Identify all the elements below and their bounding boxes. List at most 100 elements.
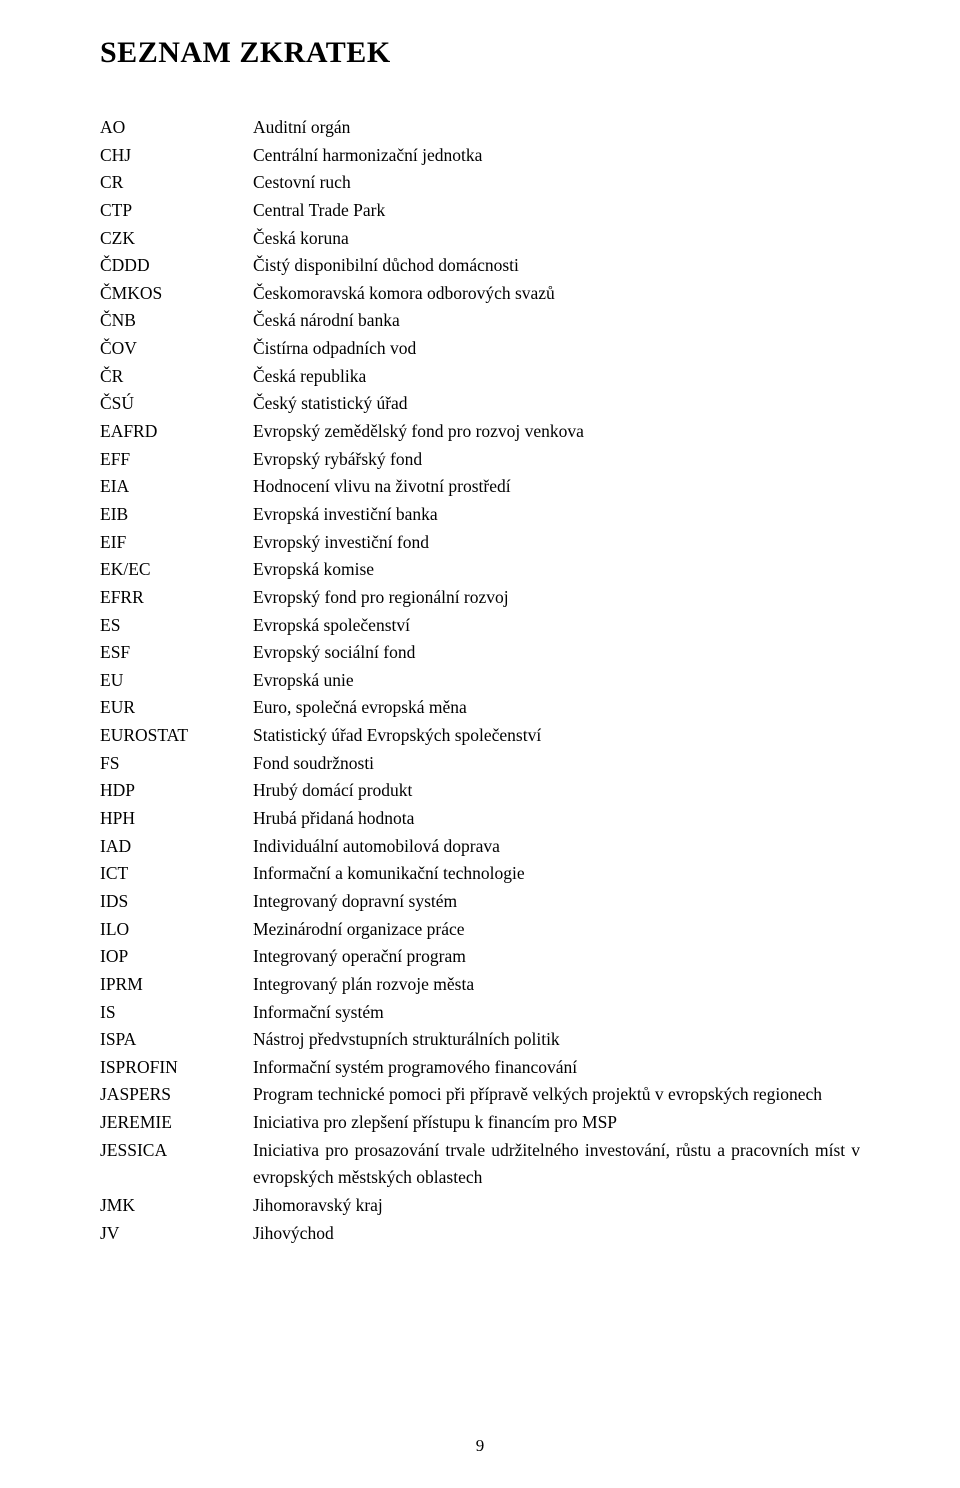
table-row: ISPANástroj předvstupních strukturálních… [100, 1026, 860, 1054]
abbr-code: ČMKOS [100, 280, 253, 308]
abbr-code: CR [100, 169, 253, 197]
abbr-definition: Euro, společná evropská měna [253, 694, 860, 722]
abbr-definition: Hodnocení vlivu na životní prostředí [253, 473, 860, 501]
abbr-definition: Auditní orgán [253, 114, 860, 142]
abbr-code: ČDDD [100, 252, 253, 280]
table-row: HDPHrubý domácí produkt [100, 777, 860, 805]
abbr-definition: Informační a komunikační technologie [253, 860, 860, 888]
table-row: ILOMezinárodní organizace práce [100, 916, 860, 944]
abbr-code: ČNB [100, 307, 253, 335]
table-row: JMKJihomoravský kraj [100, 1192, 860, 1220]
abbr-code: JESSICA [100, 1137, 253, 1192]
table-row: ČRČeská republika [100, 363, 860, 391]
abbr-definition: Evropská komise [253, 556, 860, 584]
document-page: SEZNAM ZKRATEK AOAuditní orgánCHJCentrál… [0, 0, 960, 1488]
table-row: ISPROFINInformační systém programového f… [100, 1054, 860, 1082]
abbr-code: EU [100, 667, 253, 695]
abbr-definition: Evropská investiční banka [253, 501, 860, 529]
abbr-code: JMK [100, 1192, 253, 1220]
abbr-definition: Česká národní banka [253, 307, 860, 335]
abbr-code: EFF [100, 446, 253, 474]
abbr-code: IS [100, 999, 253, 1027]
abbr-definition: Statistický úřad Evropských společenství [253, 722, 860, 750]
table-row: EIBEvropská investiční banka [100, 501, 860, 529]
abbreviations-table: AOAuditní orgánCHJCentrální harmonizační… [100, 114, 860, 1247]
table-row: EUREuro, společná evropská měna [100, 694, 860, 722]
page-heading: SEZNAM ZKRATEK [100, 36, 860, 70]
abbr-code: HDP [100, 777, 253, 805]
abbr-definition: Nástroj předvstupních strukturálních pol… [253, 1026, 860, 1054]
table-row: EUEvropská unie [100, 667, 860, 695]
abbr-code: CTP [100, 197, 253, 225]
abbr-definition: Čistý disponibilní důchod domácnosti [253, 252, 860, 280]
abbr-code: IAD [100, 833, 253, 861]
abbr-code: EIF [100, 529, 253, 557]
table-row: IOPIntegrovaný operační program [100, 943, 860, 971]
abbr-code: ČSÚ [100, 390, 253, 418]
abbr-code: EAFRD [100, 418, 253, 446]
abbr-definition: Integrovaný dopravní systém [253, 888, 860, 916]
page-number: 9 [0, 1436, 960, 1456]
abbr-code: CZK [100, 225, 253, 253]
abbr-code: ESF [100, 639, 253, 667]
abbr-definition: Evropská společenství [253, 612, 860, 640]
abbr-code: EUR [100, 694, 253, 722]
table-row: EIFEvropský investiční fond [100, 529, 860, 557]
table-row: EUROSTATStatistický úřad Evropských spol… [100, 722, 860, 750]
abbr-code: ČOV [100, 335, 253, 363]
table-row: JASPERSProgram technické pomoci při příp… [100, 1081, 860, 1109]
abbr-definition: Česká koruna [253, 225, 860, 253]
table-row: ISInformační systém [100, 999, 860, 1027]
abbreviations-tbody: AOAuditní orgánCHJCentrální harmonizační… [100, 114, 860, 1247]
table-row: ESEvropská společenství [100, 612, 860, 640]
abbr-code: EFRR [100, 584, 253, 612]
table-row: EAFRDEvropský zemědělský fond pro rozvoj… [100, 418, 860, 446]
abbr-definition: Jihomoravský kraj [253, 1192, 860, 1220]
abbr-definition: Evropský fond pro regionální rozvoj [253, 584, 860, 612]
table-row: ČMKOSČeskomoravská komora odborových sva… [100, 280, 860, 308]
abbr-definition: Jihovýchod [253, 1220, 860, 1248]
abbr-definition: Individuální automobilová doprava [253, 833, 860, 861]
abbr-definition: Hrubý domácí produkt [253, 777, 860, 805]
table-row: ČNBČeská národní banka [100, 307, 860, 335]
abbr-code: ICT [100, 860, 253, 888]
abbr-code: HPH [100, 805, 253, 833]
abbr-code: JEREMIE [100, 1109, 253, 1137]
abbr-definition: Informační systém [253, 999, 860, 1027]
abbr-definition: Evropský rybářský fond [253, 446, 860, 474]
abbr-code: CHJ [100, 142, 253, 170]
abbr-code: EIA [100, 473, 253, 501]
abbr-code: EK/EC [100, 556, 253, 584]
table-row: EFFEvropský rybářský fond [100, 446, 860, 474]
abbr-definition: Česká republika [253, 363, 860, 391]
abbr-code: EUROSTAT [100, 722, 253, 750]
table-row: EIAHodnocení vlivu na životní prostředí [100, 473, 860, 501]
table-row: JESSICAIniciativa pro prosazování trvale… [100, 1137, 860, 1192]
table-row: ČOVČistírna odpadních vod [100, 335, 860, 363]
abbr-definition: Čistírna odpadních vod [253, 335, 860, 363]
table-row: EFRREvropský fond pro regionální rozvoj [100, 584, 860, 612]
table-row: CHJCentrální harmonizační jednotka [100, 142, 860, 170]
abbr-definition: Iniciativa pro prosazování trvale udržit… [253, 1137, 860, 1192]
abbr-code: EIB [100, 501, 253, 529]
abbr-definition: Evropská unie [253, 667, 860, 695]
table-row: IPRMIntegrovaný plán rozvoje města [100, 971, 860, 999]
abbr-definition: Central Trade Park [253, 197, 860, 225]
abbr-code: IPRM [100, 971, 253, 999]
abbr-code: ILO [100, 916, 253, 944]
table-row: ESFEvropský sociální fond [100, 639, 860, 667]
table-row: CTPCentral Trade Park [100, 197, 860, 225]
abbr-code: ES [100, 612, 253, 640]
abbr-code: ČR [100, 363, 253, 391]
table-row: CRCestovní ruch [100, 169, 860, 197]
abbr-code: IOP [100, 943, 253, 971]
abbr-definition: Hrubá přidaná hodnota [253, 805, 860, 833]
table-row: JEREMIEIniciativa pro zlepšení přístupu … [100, 1109, 860, 1137]
table-row: CZKČeská koruna [100, 225, 860, 253]
abbr-definition: Fond soudržnosti [253, 750, 860, 778]
table-row: IADIndividuální automobilová doprava [100, 833, 860, 861]
table-row: ČSÚČeský statistický úřad [100, 390, 860, 418]
abbr-definition: Cestovní ruch [253, 169, 860, 197]
abbr-definition: Iniciativa pro zlepšení přístupu k finan… [253, 1109, 860, 1137]
abbr-definition: Mezinárodní organizace práce [253, 916, 860, 944]
